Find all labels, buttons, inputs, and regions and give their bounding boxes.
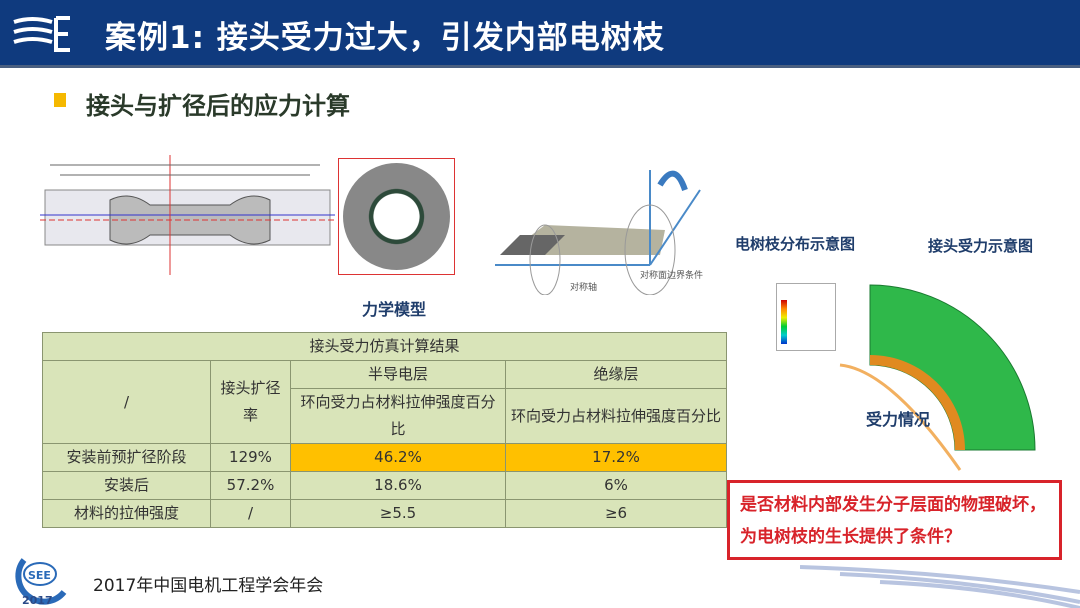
bullet-icon xyxy=(54,93,66,107)
table-title: 接头受力仿真计算结果 xyxy=(42,332,727,361)
header-rate: 接头扩径率 xyxy=(210,360,291,444)
slide-title: 案例1: 接头受力过大，引发内部电树枝 xyxy=(105,20,665,56)
svg-text:SEE: SEE xyxy=(28,569,51,582)
stress-simulation-image xyxy=(839,284,1036,471)
cross-section-image xyxy=(338,158,455,275)
see-logo: SEE 2017 xyxy=(15,558,67,606)
table-row: 安装前预扩径阶段 129% 46.2% 17.2% xyxy=(42,443,727,472)
svg-text:2017: 2017 xyxy=(22,594,53,606)
symmetry-axis-label: 对称轴 xyxy=(570,281,597,293)
decorative-lines xyxy=(800,565,1080,608)
table-row: 材料的拉伸强度 / ≥5.5 ≥6 xyxy=(42,499,727,528)
table-row: 安装后 57.2% 18.6% 6% xyxy=(42,471,727,500)
header-semi: 半导电层 xyxy=(290,360,506,389)
model-label: 力学模型 xyxy=(362,300,427,319)
tree-distribution-label: 电树枝分布示意图 xyxy=(735,235,856,253)
subheader-ins: 环向受力占材料拉伸强度百分比 xyxy=(505,388,727,444)
boundary-label: 对称面边界条件 xyxy=(640,269,703,281)
color-legend xyxy=(776,283,836,351)
callout-box: 是否材料内部发生分子层面的物理破坏，为电树枝的生长提供了条件？ xyxy=(727,480,1062,560)
corner-cell: / xyxy=(42,360,211,444)
header-ins: 绝缘层 xyxy=(505,360,727,389)
subheader-semi: 环向受力占材料拉伸强度百分比 xyxy=(290,388,506,444)
force-label: 受力情况 xyxy=(866,410,931,429)
logo-icon xyxy=(13,16,70,52)
footer-text: 2017年中国电机工程学会年会 xyxy=(93,576,324,596)
joint-drawing xyxy=(40,155,335,275)
header-bar: 案例1: 接头受力过大，引发内部电树枝 xyxy=(0,0,1080,68)
joint-force-label: 接头受力示意图 xyxy=(928,237,1034,255)
simulation-results-table: 接头受力仿真计算结果 / 接头扩径率 半导电层 绝缘层 环向受力占材料拉伸强度百… xyxy=(42,332,727,528)
section-title: 接头与扩径后的应力计算 xyxy=(86,92,350,120)
mechanics-model-diagram: 对称轴 对称面边界条件 xyxy=(495,170,703,295)
